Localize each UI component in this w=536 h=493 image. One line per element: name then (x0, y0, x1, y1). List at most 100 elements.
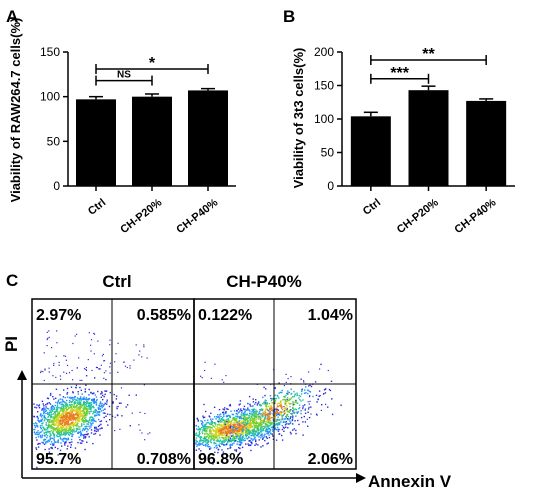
scatter-dot-ctrl (69, 404, 72, 406)
scatter-dot-ctrl (94, 411, 96, 414)
scatter-dot-ctrl (42, 442, 44, 444)
scatter-dot-ctrl (63, 355, 65, 357)
scatter-dot-ch-p40 (260, 422, 262, 424)
scatter-dot-ch-p40 (265, 416, 267, 419)
scatter-dot-ctrl (87, 412, 89, 414)
scatter-dot-ctrl (45, 418, 48, 420)
scatter-dot-ch-p40 (230, 439, 232, 441)
scatter-dot-ctrl (46, 397, 49, 399)
scatter-dot-ctrl (57, 447, 59, 450)
scatter-dot-ctrl (93, 398, 95, 400)
scatter-dot-ch-p40 (246, 416, 248, 419)
scatter-dot-ch-p40 (271, 433, 273, 435)
scatter-dot-ch-p40 (226, 418, 228, 421)
scatter-dot-ch-p40 (206, 439, 208, 441)
scatter-dot-ctrl (80, 415, 82, 417)
scatter-dot-ctrl (70, 429, 73, 432)
scatter-dot-ctrl (90, 429, 93, 431)
scatter-dot-ctrl (70, 446, 72, 448)
scatter-dot-ctrl (85, 412, 87, 415)
scatter-dot-ctrl (60, 416, 63, 418)
scatter-dot-ch-p40 (221, 443, 223, 445)
scatter-dot-ch-p40 (252, 431, 254, 433)
scatter-dot-ctrl (66, 431, 69, 434)
scatter-dot-ch-p40 (278, 412, 280, 414)
scatter-dot-ctrl (74, 424, 77, 427)
scatter-dot-ctrl (71, 369, 73, 372)
scatter-dot-ch-p40 (241, 412, 243, 414)
scatter-dot-ch-p40 (269, 413, 272, 416)
scatter-dot-ch-p40 (262, 396, 264, 399)
scatter-dot-ctrl (68, 411, 70, 414)
scatter-dot-ch-p40 (261, 426, 263, 428)
scatter-dot-ch-p40 (201, 440, 203, 442)
scatter-dot-ctrl (117, 371, 119, 373)
scatter-dot-ch-p40 (277, 409, 280, 411)
scatter-dot-ch-p40 (284, 400, 287, 402)
scatter-dot-ctrl (66, 372, 68, 374)
scatter-dot-ch-p40 (249, 430, 251, 432)
scatter-dot-ctrl (93, 332, 95, 334)
scatter-dot-ch-p40 (239, 420, 241, 422)
scatter-dot-ch-p40 (241, 446, 244, 449)
scatter-dot-ch-p40 (281, 434, 283, 437)
y-tick-label-a: 50 (47, 134, 61, 148)
scatter-dot-ctrl (57, 421, 59, 424)
scatter-dot-ctrl (100, 404, 103, 406)
scatter-dot-ctrl (90, 401, 92, 404)
scatter-dot-ctrl (56, 406, 59, 408)
scatter-dot-ctrl (62, 399, 64, 401)
scatter-dot-ctrl (79, 401, 82, 403)
scatter-dot-ch-p40 (314, 381, 317, 383)
scatter-dot-ctrl (66, 421, 68, 423)
scatter-dot-ctrl (85, 396, 88, 399)
scatter-dot-ch-p40 (232, 437, 234, 439)
scatter-dot-ctrl (99, 401, 102, 403)
scatter-dot-ch-p40 (287, 415, 290, 418)
scatter-dot-ch-p40 (227, 440, 229, 443)
scatter-dot-ch-p40 (209, 436, 211, 438)
scatter-dot-ctrl (93, 353, 95, 355)
scatter-dot-ch-p40 (229, 425, 231, 427)
scatter-dot-ctrl (100, 391, 103, 393)
scatter-dot-ch-p40 (260, 431, 263, 433)
scatter-dot-ch-p40 (225, 439, 227, 441)
scatter-dot-ctrl (71, 409, 73, 412)
significance-label-b-0: *** (390, 65, 409, 82)
scatter-dot-ctrl (109, 339, 111, 341)
scatter-dot-ch-p40 (268, 431, 270, 433)
scatter-dot-ctrl (93, 430, 96, 432)
scatter-dot-ch-p40 (281, 391, 283, 394)
scatter-dot-ch-p40 (293, 403, 296, 406)
scatter-dot-ctrl (52, 406, 55, 408)
scatter-dot-ch-p40 (247, 421, 249, 423)
scatter-dot-ch-p40 (222, 440, 224, 442)
scatter-dot-ch-p40 (222, 451, 225, 453)
scatter-dot-ctrl (119, 428, 121, 430)
scatter-dot-ctrl (61, 414, 63, 416)
scatter-dot-ctrl (64, 407, 66, 410)
scatter-dot-ch-p40 (233, 442, 235, 444)
scatter-dot-ch-p40 (248, 423, 251, 426)
scatter-dot-ch-p40 (229, 403, 231, 406)
scatter-dot-ch-p40 (251, 441, 253, 443)
scatter-dot-ctrl (98, 414, 101, 416)
scatter-dot-ch-p40 (218, 433, 220, 435)
scatter-dot-ch-p40 (261, 434, 263, 437)
scatter-dot-ctrl (61, 406, 63, 408)
scatter-dot-ch-p40 (258, 425, 260, 427)
scatter-dot-ctrl (33, 424, 36, 427)
scatter-dot-ctrl (51, 416, 53, 418)
scatter-dot-ctrl (38, 442, 40, 445)
scatter-dot-ch-p40 (277, 413, 279, 415)
scatter-dot-ch-p40 (285, 400, 288, 403)
scatter-dot-ch-p40 (206, 433, 208, 435)
scatter-dot-ctrl (40, 413, 42, 415)
scatter-dot-ch-p40 (207, 427, 209, 429)
scatter-dot-ch-p40 (302, 408, 304, 410)
scatter-dot-ctrl (147, 433, 149, 435)
scatter-dot-ctrl (68, 412, 70, 414)
scatter-dot-ctrl (64, 415, 66, 417)
scatter-dot-ch-p40 (199, 428, 202, 430)
scatter-dot-ch-p40 (270, 399, 273, 402)
